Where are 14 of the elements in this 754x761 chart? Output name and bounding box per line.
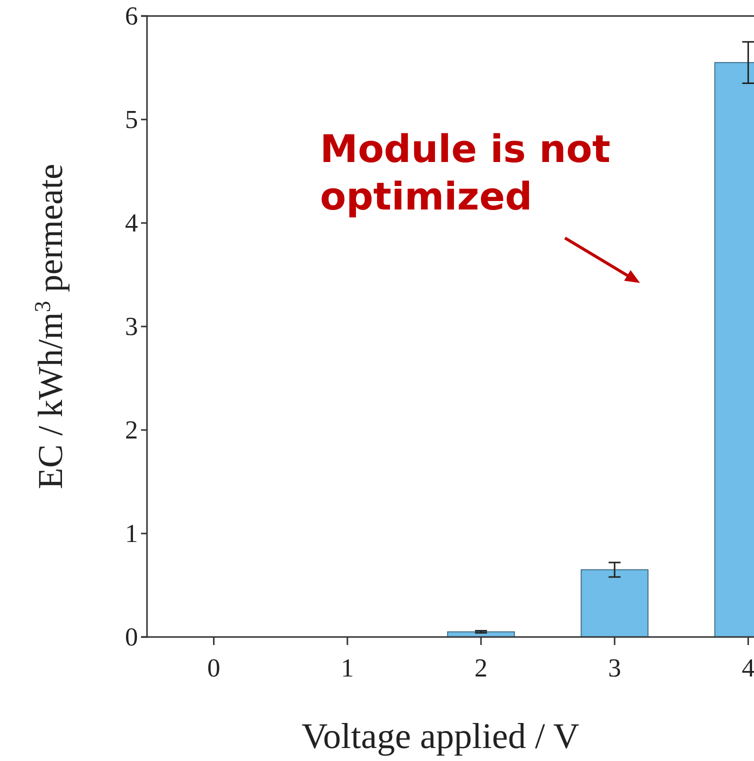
x-tick-label: 0 — [207, 654, 220, 683]
y-tick-label: 4 — [125, 208, 138, 238]
annotation: Module is not optimized — [320, 127, 610, 218]
y-tick-label: 3 — [125, 312, 138, 341]
x-axis-title: Voltage applied / V — [302, 716, 580, 756]
y-tick-label: 0 — [125, 622, 138, 652]
y-tick-label: 5 — [125, 104, 138, 134]
y-tick-label: 2 — [125, 415, 138, 444]
x-tick-label: 3 — [608, 654, 622, 683]
y-tick-label: 6 — [125, 1, 138, 30]
x-tick-label: 1 — [340, 654, 354, 683]
y-tick-label: 1 — [125, 518, 138, 548]
x-tick-label: 2 — [474, 654, 488, 683]
x-tick-label: 4 — [742, 654, 754, 683]
